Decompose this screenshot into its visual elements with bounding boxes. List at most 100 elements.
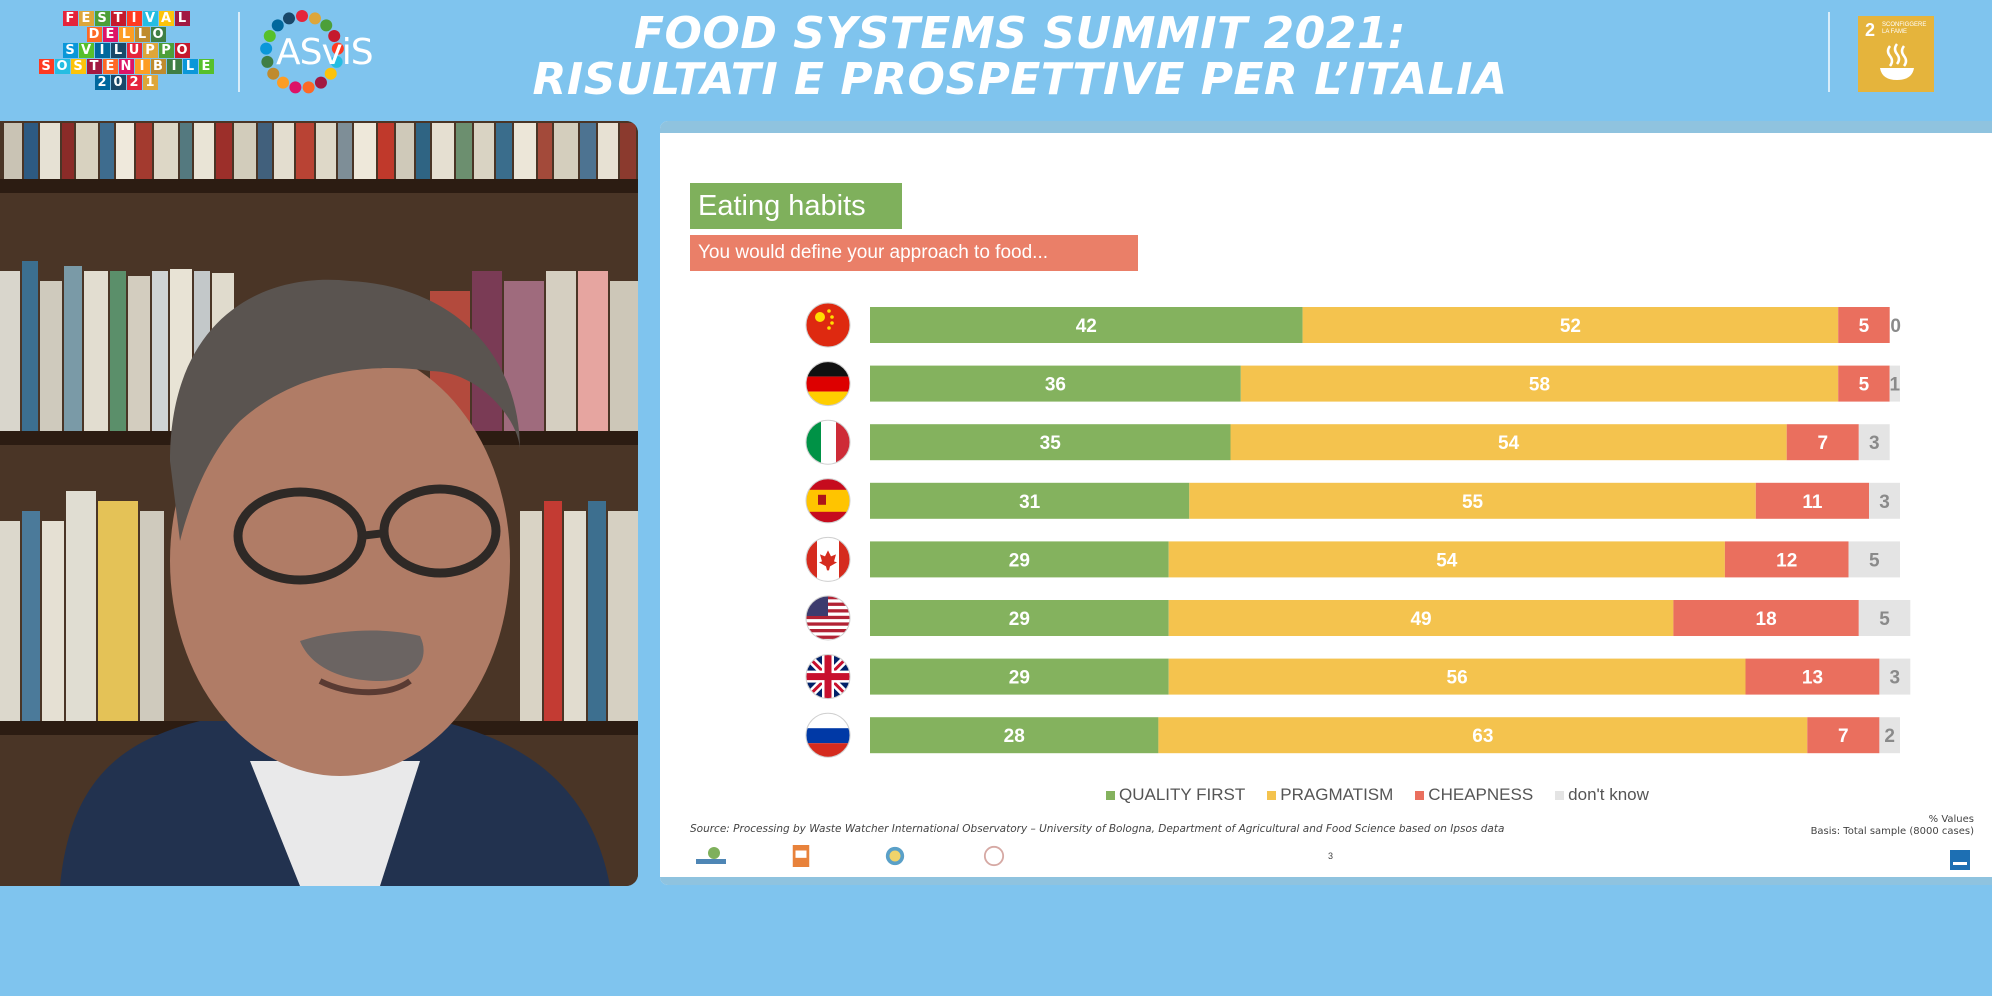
bar-segment-cheapness-china (1838, 307, 1890, 343)
festival-logo-letter: L (134, 27, 150, 42)
legend-swatch (1267, 790, 1277, 800)
chart-legend: QUALITY FIRST PRAGMATISM CHEAPNESS don't kn… (1106, 785, 1649, 805)
bar-segment-quality-first-canada (870, 541, 1169, 578)
values-note: % Values Basis: Total sample (8000 cases… (1811, 814, 1974, 838)
bar-value-label: 49 (1410, 609, 1431, 630)
bar-segment-pragmatism-germany (1240, 365, 1839, 402)
bar-value-label: 7 (1817, 433, 1828, 454)
slide-top-bar (660, 121, 1992, 133)
bar-value-label: 1 (1890, 375, 1901, 396)
slide-title: Eating habits (690, 183, 902, 229)
festival-logo-letter: L (118, 27, 134, 42)
bar-value-label: 13 (1802, 668, 1823, 689)
bar-value-label: 29 (1009, 550, 1030, 571)
festival-logo-letter: F (62, 11, 78, 26)
bar-segment-quality-first-italy (870, 424, 1231, 461)
bar-segment-quality-first-spain (870, 482, 1190, 519)
festival-logo-letter: T (110, 11, 126, 26)
bar-value-label: 5 (1879, 609, 1890, 630)
festival-logo-letter: 2 (126, 75, 142, 90)
festival-logo-letter: N (118, 59, 134, 74)
page-title-line1: FOOD SYSTEMS SUMMIT 2021: (633, 8, 1407, 59)
festival-logo-letter: V (142, 11, 158, 26)
legend-item: CHEAPNESS (1415, 785, 1533, 805)
festival-logo-letter: P (158, 43, 174, 58)
bar-value-label: 3 (1879, 492, 1890, 513)
bar-value-label: 7 (1838, 726, 1849, 747)
legend-item: don't know (1555, 785, 1649, 805)
bar-segment-pragmatism-uk (1168, 658, 1746, 695)
bar-value-label: 5 (1859, 316, 1870, 337)
festival-logo-letter: T (86, 59, 102, 74)
bar-segment-quality-first-germany (870, 365, 1241, 402)
presentation-slide: Eating habits You would define your appr… (660, 121, 1992, 885)
festival-logo-letter: L (110, 43, 126, 58)
bar-value-label: 12 (1776, 550, 1797, 571)
bar-segment-pragmatism-china (1302, 307, 1839, 343)
bar-value-label: 35 (1040, 433, 1062, 454)
header-divider-right (1828, 12, 1830, 92)
bar-segment-quality-first-usa (870, 600, 1169, 636)
bar-value-label: 28 (1004, 726, 1025, 747)
festival-logo-letter: I (166, 59, 182, 74)
legend-label: don't know (1568, 785, 1649, 804)
asvis-ring-dot (320, 19, 333, 32)
bar-value-label: 3 (1869, 433, 1880, 454)
bar-value-label: 5 (1869, 550, 1880, 571)
asvis-ring-dot (330, 55, 343, 68)
festival-logo-letter: I (126, 11, 142, 26)
header-divider (238, 12, 240, 92)
bar-value-label: 0 (1890, 316, 1901, 337)
festival-logo-letter: E (198, 59, 214, 74)
festival-logo-letter: V (78, 43, 94, 58)
bar-value-label: 31 (1019, 492, 1041, 513)
asvis-ring-dot (261, 55, 274, 68)
bar-segment-pragmatism-italy (1230, 424, 1787, 461)
usa-flag-icon (805, 595, 851, 641)
festival-logo-letter: S (62, 43, 78, 58)
waste-watcher-logo (696, 847, 726, 864)
asvis-ring-dot (324, 67, 337, 80)
festival-logo-letter: I (134, 59, 150, 74)
asvis-ring-dot (296, 10, 308, 22)
bar-value-label: 42 (1076, 316, 1097, 337)
bar-segment-quality-first-uk (870, 658, 1169, 695)
bar-value-label: 11 (1802, 492, 1823, 513)
festival-logo-letter: 1 (142, 75, 158, 90)
festival-logo-letter: A (158, 11, 174, 26)
stacked-bar-chart: 42 52 5 036 58 5 135 54 7 331 55 11 329 54 12 529 49 18 52… (805, 302, 1911, 758)
bar-segment-don-t-know-canada (1848, 541, 1900, 578)
bar-segment-don-t-know-italy (1858, 424, 1890, 461)
bar-value-label: 54 (1498, 433, 1520, 454)
slide-page-number: 3 (1328, 851, 1334, 861)
bar-segment-quality-first-china (870, 307, 1303, 343)
bowl-icon (1880, 43, 1914, 80)
asvis-ring-dot (302, 81, 315, 94)
bar-value-label: 2 (1884, 726, 1895, 747)
bar-value-label: 58 (1529, 375, 1550, 396)
spain-flag-icon (805, 478, 851, 524)
legend-swatch (1106, 790, 1115, 800)
asvis-ring-dot (331, 42, 344, 55)
bar-value-label: 29 (1009, 668, 1030, 689)
asvis-ring-dot (271, 19, 284, 32)
festival-logo-letter: L (182, 59, 198, 74)
bar-segment-cheapness-usa (1673, 600, 1859, 636)
values-note-unit: % Values (1928, 814, 1974, 825)
bar-value-label: 29 (1009, 609, 1030, 630)
asvis-ring-dot (328, 29, 341, 42)
asvis-logo (260, 10, 344, 94)
festival-logo-letter: S (70, 59, 86, 74)
source-note: Source: Processing by Waste Watcher Inte… (690, 823, 1505, 835)
bar-value-label: 54 (1436, 550, 1458, 571)
page-title-line2: RISULTATI E PROSPETTIVE PER L’ITALIA (532, 54, 1508, 105)
bar-segment-pragmatism-russia (1158, 717, 1808, 754)
bar-value-label: 5 (1859, 375, 1870, 396)
bar-segment-cheapness-spain (1755, 482, 1870, 519)
festival-logo-letter: U (126, 43, 142, 58)
slide-bottom-bar (660, 877, 1992, 885)
